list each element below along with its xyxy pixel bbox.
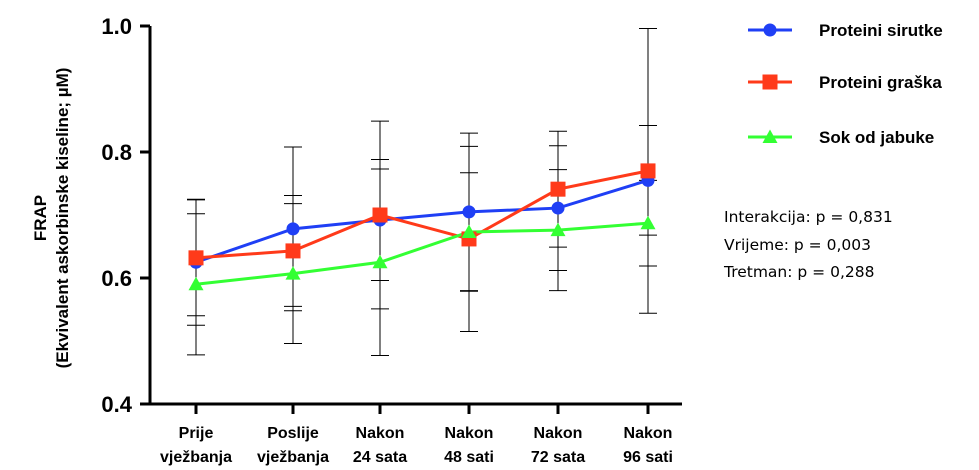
data-point — [463, 205, 476, 218]
legend-label: Proteini graška — [819, 73, 942, 92]
legend-label: Sok od jabuke — [819, 128, 934, 147]
x-tick-label-line1: Poslije — [267, 425, 319, 442]
legend-label: Proteini sirutke — [819, 21, 943, 40]
x-tick-label-line1: Nakon — [356, 425, 405, 442]
x-tick-label-line2: 72 sata — [531, 449, 585, 466]
x-axis: Prije vježbanja Poslije vježbanja Nakon 24 sa… — [150, 404, 682, 466]
data-point — [373, 208, 388, 223]
x-tick-label-line2: 24 sata — [353, 449, 407, 466]
data-point — [551, 182, 566, 197]
data-point — [286, 243, 301, 258]
legend-marker — [764, 24, 777, 37]
legend-marker — [763, 75, 778, 90]
y-tick-label: 1.0 — [101, 14, 132, 39]
x-tick-label-line2: vježbanja — [160, 449, 232, 466]
error-bars — [187, 29, 657, 356]
series-lines — [196, 171, 648, 284]
x-tick-label-line1: Nakon — [624, 425, 673, 442]
y-axis-title-line1: FRAP — [31, 195, 50, 241]
series-line-1 — [196, 171, 648, 258]
data-point — [189, 250, 204, 265]
y-axis-title-line2: (Ekvivalent askorbinske kiseline; µM) — [53, 68, 72, 369]
stat-interaction: Interakcija: p = 0,831 — [724, 204, 893, 232]
stat-time: Vrijeme: p = 0,003 — [724, 232, 893, 260]
x-tick-label-line2: vježbanja — [257, 449, 329, 466]
stat-treatment: Tretman: p = 0,288 — [724, 259, 893, 287]
series-line-0 — [196, 180, 648, 262]
data-point — [641, 163, 656, 178]
x-tick-label-line2: 48 sati — [444, 449, 494, 466]
x-tick-label-line1: Prije — [179, 425, 214, 442]
data-point — [552, 202, 565, 215]
data-point — [287, 222, 300, 235]
statistics-box: Interakcija: p = 0,831 Vrijeme: p = 0,00… — [724, 204, 893, 287]
y-tick-label: 0.8 — [101, 140, 132, 165]
y-axis: 0.4 0.6 0.8 1.0 — [101, 14, 150, 417]
legend: Proteini sirutke Proteini graška Sok od ja… — [748, 21, 943, 147]
x-tick-label-line2: 96 sati — [623, 449, 673, 466]
y-tick-label: 0.4 — [101, 392, 132, 417]
x-tick-label-line1: Nakon — [534, 425, 583, 442]
x-tick-label-line1: Nakon — [445, 425, 494, 442]
y-tick-label: 0.6 — [101, 266, 132, 291]
